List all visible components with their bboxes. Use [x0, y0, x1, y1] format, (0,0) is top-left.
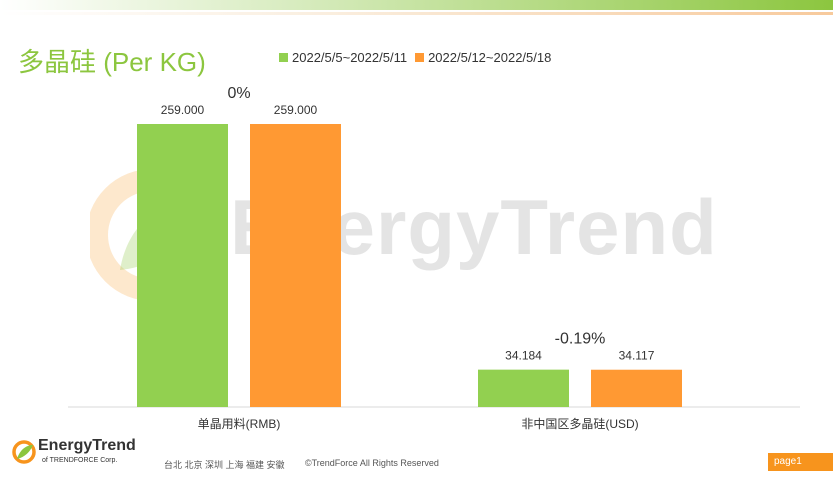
logo-name: EnergyTrend	[38, 437, 136, 454]
change-annotation-2: -0.19%	[555, 331, 606, 348]
bar-2-series-1	[478, 369, 569, 407]
legend-label-series-1: 2022/5/5~2022/5/11	[292, 50, 408, 65]
legend-swatch-series-1	[279, 53, 288, 62]
logo-sub: of TRENDFORCE Corp.	[42, 457, 118, 464]
top-gradient-bar	[0, 0, 833, 10]
bar-1-series-1	[137, 124, 228, 407]
page-title: 多晶硅 (Per KG)	[18, 47, 206, 77]
footer-logo: EnergyTrend of TRENDFORCE Corp.	[12, 437, 136, 469]
bar-2-series-2	[591, 369, 682, 407]
legend-swatch-series-2	[415, 53, 425, 62]
data-label-1-series-2: 259.000	[274, 103, 318, 117]
legend-item-series-2: 2022/5/12~2022/5/18	[415, 50, 551, 65]
legend-label-series-2: 2022/5/12~2022/5/18	[428, 50, 552, 65]
category-label-2: 非中国区多晶硅(USD)	[521, 416, 638, 431]
data-label-2-series-1: 34.184	[505, 349, 542, 363]
chart-legend: 2022/5/5~2022/5/11 2022/5/12~2022/5/18	[279, 50, 559, 65]
energytrend-logo-icon	[12, 440, 36, 464]
data-label-1-series-1: 259.000	[161, 103, 205, 117]
copyright: ©TrendForce All Rights Reserved	[305, 458, 439, 468]
data-label-2-series-2: 34.117	[619, 349, 655, 363]
category-label-1: 单晶用料(RMB)	[198, 417, 281, 431]
top-accent-line	[0, 12, 833, 15]
legend-item-series-1: 2022/5/5~2022/5/11	[279, 50, 407, 65]
change-annotation-1: 0%	[227, 85, 250, 102]
office-locations: 台北 北京 深圳 上海 福建 安徽	[164, 460, 285, 470]
bar-1-series-2	[250, 124, 341, 407]
page-badge: page1	[768, 453, 833, 471]
